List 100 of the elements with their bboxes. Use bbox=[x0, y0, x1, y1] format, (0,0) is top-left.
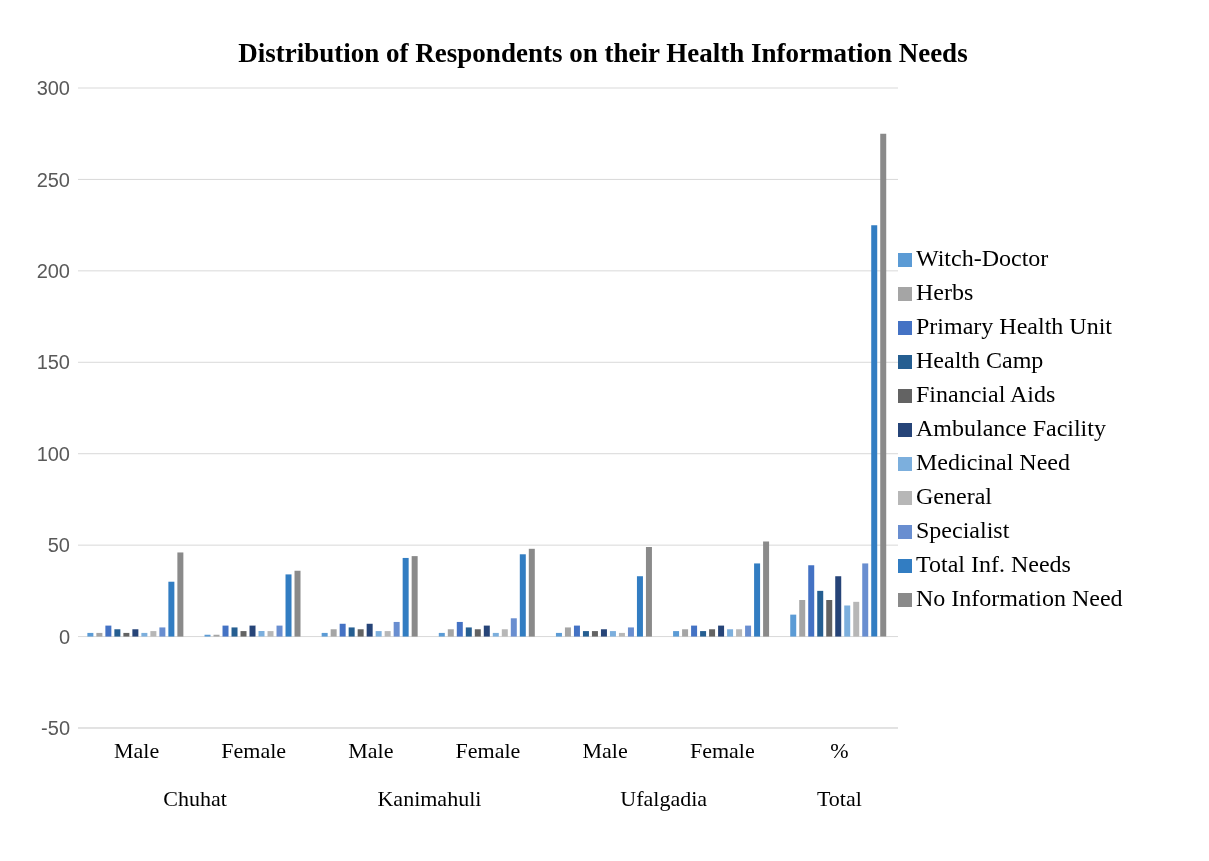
legend-label: Specialist bbox=[916, 517, 1010, 543]
bar bbox=[249, 625, 256, 637]
bar bbox=[492, 632, 499, 637]
bar bbox=[826, 600, 833, 637]
legend-label: Total Inf. Needs bbox=[916, 551, 1071, 577]
bar bbox=[519, 554, 526, 637]
bar bbox=[682, 629, 689, 637]
bar bbox=[636, 576, 643, 637]
bar bbox=[222, 625, 229, 637]
bar bbox=[555, 632, 562, 637]
bar bbox=[150, 631, 157, 637]
bar bbox=[168, 581, 175, 637]
bar bbox=[862, 563, 869, 637]
bar bbox=[582, 631, 589, 637]
bar bbox=[357, 629, 364, 637]
x-tick-label: Male bbox=[582, 738, 628, 763]
bar bbox=[736, 629, 743, 637]
bar bbox=[285, 574, 292, 637]
bar bbox=[393, 621, 400, 637]
bar bbox=[880, 133, 887, 637]
y-tick-label: 50 bbox=[47, 534, 70, 557]
bar bbox=[573, 625, 580, 637]
bar bbox=[700, 631, 707, 637]
bar bbox=[835, 576, 842, 637]
y-tick-label: 0 bbox=[58, 625, 70, 648]
bar bbox=[645, 546, 652, 637]
y-tick-label: 100 bbox=[36, 442, 70, 465]
bar bbox=[276, 625, 283, 637]
x-tick-label: Female bbox=[689, 738, 755, 763]
bar bbox=[177, 552, 184, 637]
bar bbox=[114, 629, 121, 637]
bar bbox=[817, 590, 824, 637]
x-tick-label: Female bbox=[221, 738, 287, 763]
bar bbox=[240, 631, 247, 637]
bar bbox=[510, 618, 517, 637]
bar bbox=[96, 632, 103, 637]
bar bbox=[709, 629, 716, 637]
bar bbox=[618, 632, 625, 637]
text: Total bbox=[816, 786, 862, 811]
bar bbox=[159, 627, 166, 637]
x-tick-label: Male bbox=[113, 738, 160, 763]
bar bbox=[673, 631, 680, 637]
bar bbox=[727, 629, 734, 637]
bar bbox=[402, 557, 409, 637]
y-tick-label: 200 bbox=[36, 259, 70, 282]
legend-label: Ambulance Facility bbox=[916, 415, 1106, 441]
bar bbox=[763, 541, 770, 637]
bar bbox=[348, 627, 355, 637]
bar bbox=[456, 621, 463, 637]
bar bbox=[474, 629, 481, 637]
bar bbox=[745, 625, 752, 637]
bar bbox=[258, 631, 265, 637]
chart-title: Distribution of Respondents on their Health Information Needs bbox=[237, 38, 969, 69]
legend-label: Herbs bbox=[916, 279, 974, 305]
bar bbox=[330, 629, 337, 637]
legend-label: No Information Need bbox=[916, 585, 1123, 611]
bar bbox=[528, 548, 535, 637]
legend-label: Primary Health Unit bbox=[916, 313, 1112, 339]
bar bbox=[447, 629, 454, 637]
legend-label: Health Camp bbox=[916, 347, 1044, 373]
bar bbox=[501, 629, 508, 637]
bar bbox=[132, 629, 139, 637]
bar bbox=[438, 632, 445, 637]
bar bbox=[627, 627, 634, 637]
text: Chuhat bbox=[163, 786, 227, 811]
bar bbox=[231, 627, 238, 637]
bar bbox=[267, 631, 274, 637]
bar bbox=[853, 601, 860, 637]
bar bbox=[465, 627, 472, 637]
bar bbox=[600, 629, 607, 637]
bar bbox=[799, 600, 806, 637]
bar bbox=[294, 570, 301, 637]
x-tick-label: Male bbox=[348, 738, 394, 763]
bar bbox=[808, 565, 815, 637]
bar bbox=[483, 625, 490, 637]
bar bbox=[754, 563, 761, 637]
bar bbox=[384, 631, 391, 637]
bar bbox=[321, 632, 328, 637]
x-tick-label: Female bbox=[455, 738, 521, 763]
y-tick-label: 250 bbox=[36, 168, 70, 191]
text: Kanimahuli bbox=[377, 786, 482, 811]
bar bbox=[339, 623, 346, 637]
bar bbox=[123, 632, 130, 637]
y-tick-label: 150 bbox=[36, 351, 70, 374]
text: Ufalgadia bbox=[620, 786, 708, 811]
bar bbox=[141, 632, 148, 637]
legend-label: Witch-Doctor bbox=[916, 245, 1049, 271]
bar bbox=[871, 225, 878, 637]
y-tick-label: 300 bbox=[36, 77, 70, 100]
y-tick-label: -50 bbox=[41, 717, 70, 740]
legend-label: Medicinal Need bbox=[916, 449, 1070, 475]
legend-label: Financial Aids bbox=[916, 381, 1056, 407]
bar bbox=[609, 631, 616, 637]
legend-label: General bbox=[916, 483, 992, 509]
bar bbox=[564, 627, 571, 637]
bar bbox=[366, 623, 373, 637]
x-tick-label: % bbox=[830, 738, 849, 763]
bar bbox=[591, 631, 598, 637]
bar bbox=[87, 632, 94, 637]
bar bbox=[375, 631, 382, 637]
